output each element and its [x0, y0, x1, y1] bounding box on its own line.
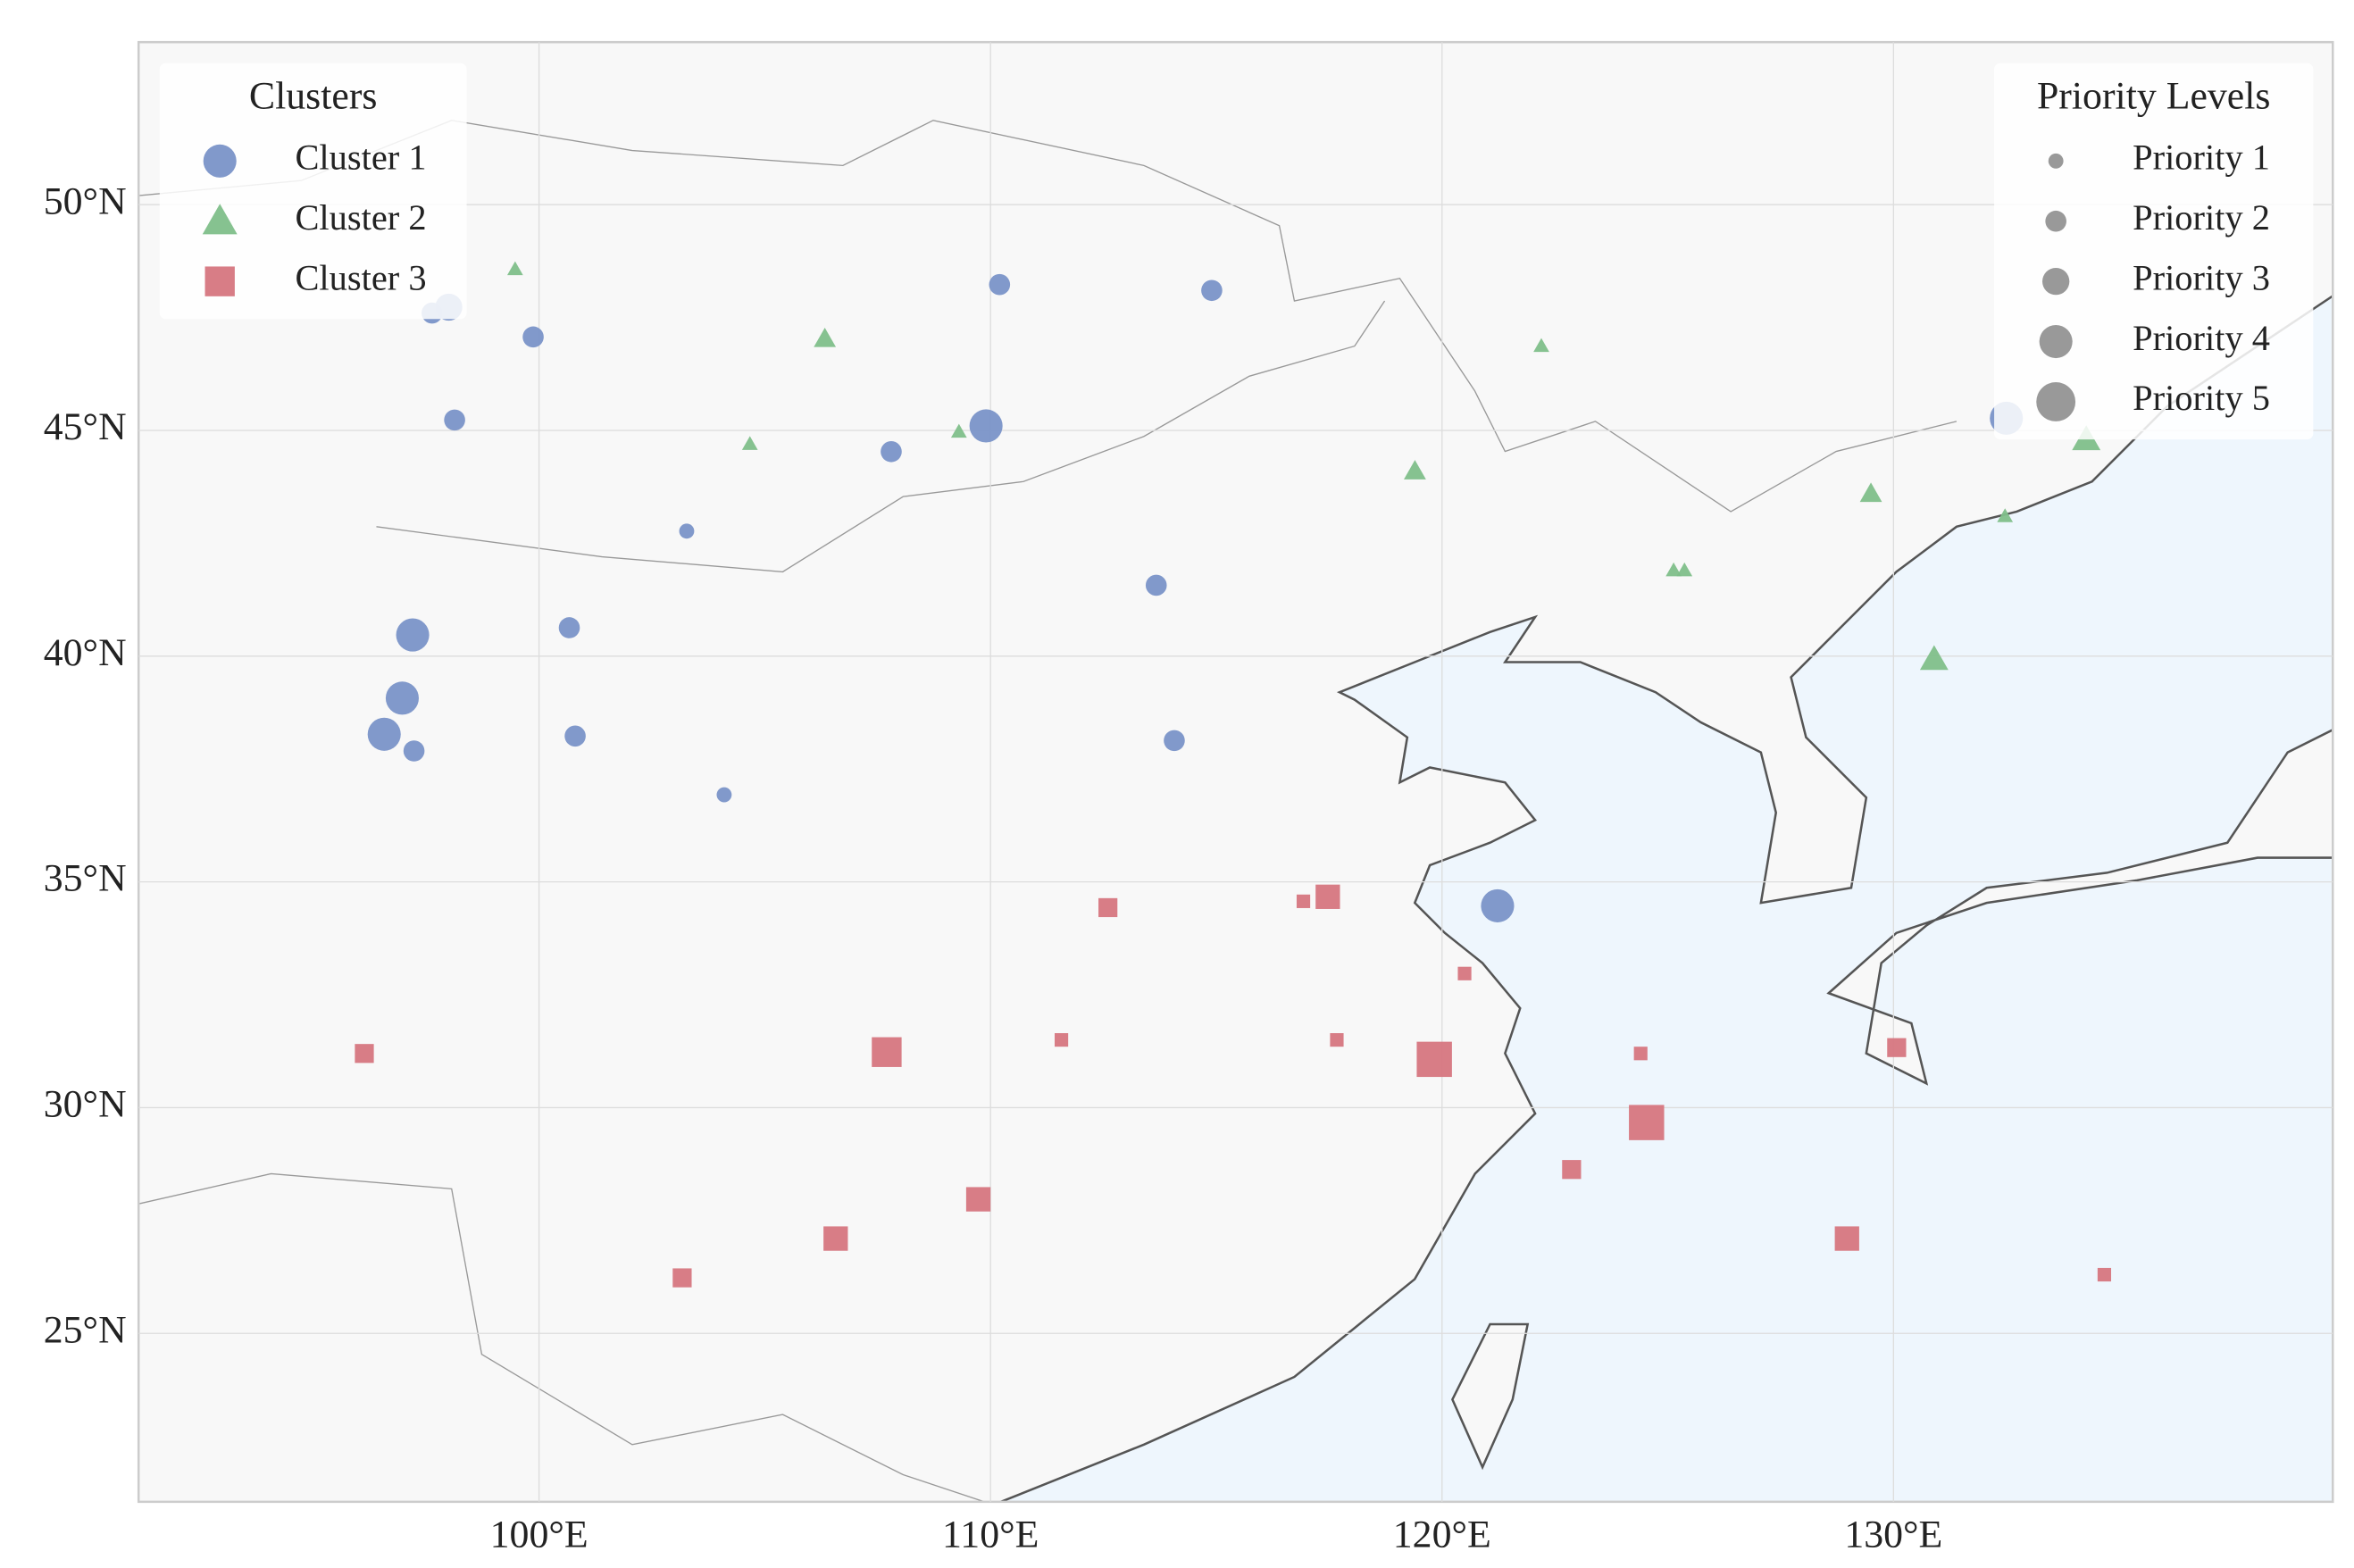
legend-label: Cluster 2 [295, 197, 426, 238]
point [679, 523, 695, 539]
legend-box [159, 63, 467, 320]
point [1919, 645, 1949, 671]
point [396, 618, 430, 652]
size-legend-marker [2042, 267, 2070, 296]
point [385, 681, 419, 715]
y-tick-label: 45°N [44, 405, 127, 448]
point [1629, 1105, 1665, 1140]
point [1416, 1041, 1452, 1078]
point [1330, 1033, 1344, 1047]
point [1315, 884, 1340, 909]
size-legend-marker [2048, 153, 2064, 169]
legends: Clusters Cluster 1 Cluster 2 Cluster 3 Prior… [159, 63, 2314, 440]
point [558, 617, 580, 638]
border [138, 120, 1957, 1502]
legend-title: Clusters [249, 74, 378, 117]
point [1859, 482, 1882, 503]
y-tick-label: 50°N [44, 179, 127, 222]
point [1098, 897, 1118, 918]
point [367, 717, 401, 751]
point [1665, 562, 1682, 577]
point [965, 1187, 991, 1212]
x-tick-label: 110°E [942, 1513, 1039, 1555]
point [1145, 574, 1167, 596]
point [355, 1044, 374, 1063]
point [823, 1226, 848, 1251]
x-tick-label: 120°E [1393, 1513, 1491, 1555]
point [1887, 1038, 1907, 1057]
size-legend-label: Priority 4 [2133, 318, 2270, 358]
point [444, 409, 465, 431]
point [872, 1037, 902, 1067]
point [1481, 888, 1515, 922]
point [989, 273, 1011, 296]
point [814, 327, 837, 347]
point [522, 326, 544, 348]
y-tick-label: 35°N [44, 857, 127, 900]
size-legend-label: Priority 2 [2133, 197, 2270, 238]
legend-label: Cluster 1 [295, 138, 426, 178]
point [1562, 1160, 1582, 1180]
size-legend-title: Priority Levels [2037, 74, 2271, 117]
point [1164, 730, 1185, 752]
point [1296, 894, 1311, 908]
size-legend-marker [2036, 382, 2076, 421]
point [1834, 1226, 1859, 1251]
point [1054, 1033, 1069, 1047]
size-legend-label: Priority 5 [2133, 378, 2270, 418]
point [1457, 966, 1472, 980]
legend-label: Cluster 3 [295, 257, 426, 297]
y-tick-label: 25°N [44, 1308, 127, 1351]
size-legend-label: Priority 3 [2133, 257, 2270, 297]
point [741, 436, 758, 450]
point [1633, 1047, 1648, 1061]
japan [1826, 728, 2333, 1086]
plot-frame [137, 40, 2334, 1504]
size-legend-box [1994, 63, 2314, 440]
point [506, 261, 523, 276]
basemap [138, 120, 2333, 1502]
legend-marker [205, 266, 235, 296]
x-tick-label: 100°E [490, 1513, 588, 1555]
legend-marker [203, 144, 237, 178]
size-legend-marker [2039, 325, 2073, 359]
marks [355, 261, 2112, 1288]
point [2097, 1267, 2112, 1282]
grid: 100°E 110°E 120°E 130°E 25°N 30°N 35°N 40°N 45°N… [44, 42, 2333, 1555]
legend-marker [202, 204, 238, 235]
point [969, 409, 1003, 443]
point [403, 740, 425, 762]
point [716, 787, 732, 803]
taiwan [1450, 1322, 1530, 1471]
x-tick-label: 130°E [1844, 1513, 1942, 1555]
point [1404, 460, 1426, 480]
point [1997, 508, 2014, 522]
point [881, 440, 902, 463]
point [672, 1268, 692, 1288]
point [950, 423, 967, 438]
size-legend-label: Priority 1 [2133, 138, 2270, 178]
size-legend-marker [2045, 210, 2066, 232]
point [1533, 338, 1549, 353]
y-tick-label: 40°N [44, 631, 127, 674]
point [1201, 279, 1223, 302]
point [564, 725, 586, 747]
point [1676, 562, 1693, 577]
sea [998, 294, 2333, 1502]
y-tick-label: 30°N [44, 1082, 127, 1125]
